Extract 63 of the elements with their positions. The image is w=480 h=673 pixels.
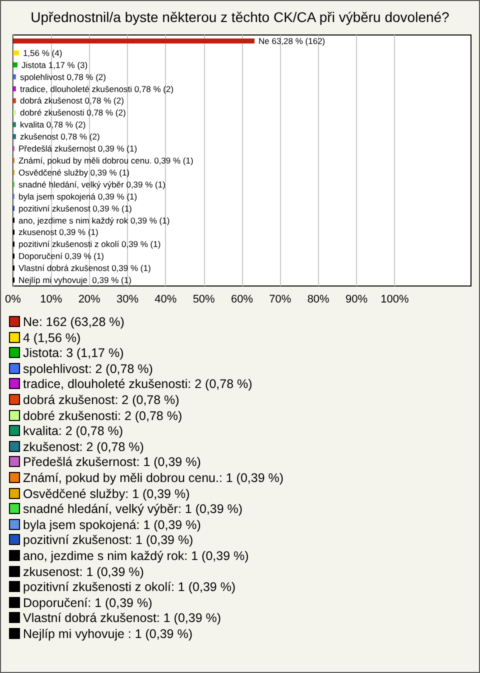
- text: spolehlivost: 2 (0,78 %): [22, 362, 154, 378]
- chart-title: Upřednostnil/a byste některou z těchto CK/CA při výběru dovolené?: [30, 9, 450, 25]
- bar: [13, 98, 16, 104]
- category-label: kvalita 0,78 % (2): [20, 120, 86, 130]
- data-label: 1,56 % (4): [22, 48, 62, 58]
- text: Vlastní dobrá zkušenost: 1 (0,39 %): [22, 611, 222, 627]
- x-tick-label: 10%: [40, 294, 62, 306]
- x-tick-label: 80%: [307, 294, 330, 306]
- text: kvalita: 2 (0,78 %): [22, 424, 124, 440]
- category-label: Vlastní dobrá zkušenost 0,39 % (1): [18, 263, 151, 274]
- text: Jistota: 3 (1,17 %): [22, 346, 125, 362]
- category-label: pozitivní zkušenosti z okolí 0,39 % (1): [18, 239, 161, 250]
- bar: [13, 134, 16, 140]
- category-label: Doporučení 0,39 % (1): [18, 251, 104, 262]
- category-label: snadné hledání, velký výběr 0,39 % (1): [18, 179, 166, 190]
- text: 4 (1,56 %): [22, 330, 82, 346]
- text: dobrá zkušenost: 2 (0,78 %): [22, 392, 180, 409]
- category-label: ano, jezdime s nim každý rok 0,39 % (1): [18, 215, 170, 226]
- text: zkusenost: 1 (0,39 %): [22, 564, 145, 580]
- text: Známí, pokud by měli dobrou cenu.: 1 (0,39 %): [22, 470, 284, 487]
- category-label: Známí, pokud by měli dobrou cenu. 0,39 % (1): [18, 156, 194, 166]
- text: dobré zkušenosti: 2 (0,78 %): [22, 408, 184, 424]
- text: Ne: 162 (63,28 %): [22, 315, 126, 331]
- text: Nejlíp mi vyhovuje : 1 (0,39 %): [22, 626, 194, 642]
- x-tick-label: 40%: [154, 294, 177, 306]
- category-label: zkušenost 0,78 % (2): [20, 132, 100, 142]
- bar: [13, 38, 255, 44]
- x-tick-label: 90%: [345, 294, 368, 306]
- text: ano, jezdime s nim každý rok: 1 (0,39 %): [22, 548, 250, 564]
- x-tick-label: 0%: [5, 294, 22, 306]
- text: tradice, dlouholeté zkušenosti: 2 (0,78 %): [22, 377, 254, 393]
- category-label: tradice, dlouholeté zkušenosti 0,78 % (2): [20, 84, 174, 94]
- bar: [13, 110, 16, 116]
- bar: [13, 86, 16, 92]
- text: zkušenost: 2 (0,78 %): [22, 440, 145, 456]
- category-label: Předešlá zkušernost 0,39 % (1): [18, 144, 138, 154]
- text: Doporučení: 1 (0,39 %): [22, 596, 154, 612]
- category-label: pozitivní zkušenost 0,39 % (1): [18, 203, 132, 214]
- category-label: byla jsem spokojená 0,39 % (1): [18, 191, 138, 202]
- x-tick-label: 100%: [380, 294, 409, 306]
- text: Předešlá zkušernost: 1 (0,39 %): [22, 455, 202, 471]
- x-tick-label: 50%: [192, 294, 216, 306]
- bar: [13, 122, 16, 128]
- category-label: dobrá zkušenost 0,78 % (2): [20, 96, 124, 106]
- text: pozitivní zkušenost: 1 (0,39 %): [22, 533, 194, 549]
- bar: [13, 62, 18, 68]
- x-tick-label: 60%: [230, 294, 254, 306]
- bar: [13, 50, 19, 56]
- x-tick-label: 30%: [116, 294, 139, 306]
- category-label: spolehlivost 0,78 % (2): [20, 72, 106, 82]
- category-label: dobré zkušenosti 0,78 % (2): [20, 108, 126, 118]
- x-tick-label: 70%: [269, 294, 292, 306]
- text: byla jsem spokojená: 1 (0,39 %): [22, 518, 202, 534]
- category-label: Osvědčené služby 0,39 % (1): [18, 167, 130, 178]
- x-tick-label: 20%: [78, 294, 101, 306]
- text: Osvědčené služby: 1 (0,39 %): [22, 486, 191, 502]
- bar: [13, 74, 16, 80]
- category-label: Jistota 1,17 % (3): [21, 60, 88, 70]
- category-label: Nejlíp mi vyhovuje 0,39 % (1): [18, 275, 132, 286]
- category-label: Ne 63,28 % (162): [258, 36, 326, 46]
- category-label: zkusenost 0,39 % (1): [18, 227, 98, 238]
- text: pozitivní zkušenosti z okolí: 1 (0,39 %): [22, 580, 237, 596]
- text: snadné hledání, velký výběr: 1 (0,39 %): [22, 502, 244, 518]
